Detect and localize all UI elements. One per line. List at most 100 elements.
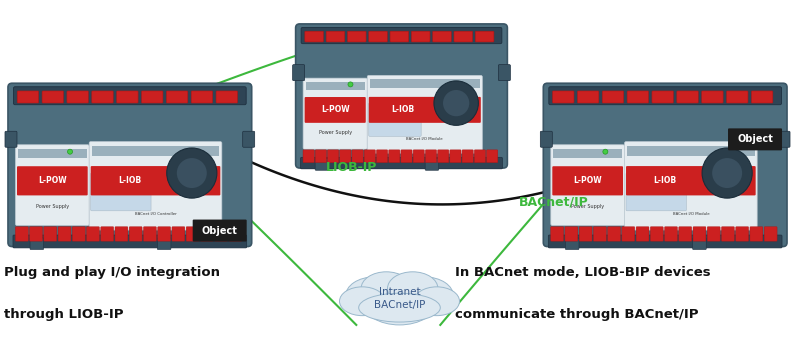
Ellipse shape bbox=[362, 279, 437, 325]
FancyBboxPatch shape bbox=[157, 238, 171, 250]
Circle shape bbox=[603, 149, 608, 154]
FancyBboxPatch shape bbox=[602, 91, 624, 103]
FancyBboxPatch shape bbox=[652, 91, 674, 103]
FancyBboxPatch shape bbox=[625, 142, 757, 230]
FancyBboxPatch shape bbox=[549, 87, 781, 105]
FancyBboxPatch shape bbox=[650, 227, 663, 241]
FancyBboxPatch shape bbox=[13, 235, 247, 248]
FancyBboxPatch shape bbox=[191, 91, 213, 103]
FancyBboxPatch shape bbox=[129, 227, 142, 241]
Text: communicate through BACnet/IP: communicate through BACnet/IP bbox=[455, 307, 699, 321]
FancyBboxPatch shape bbox=[636, 227, 649, 241]
FancyBboxPatch shape bbox=[626, 173, 686, 211]
FancyBboxPatch shape bbox=[551, 145, 625, 225]
FancyBboxPatch shape bbox=[44, 227, 57, 241]
FancyBboxPatch shape bbox=[578, 91, 599, 103]
FancyBboxPatch shape bbox=[594, 227, 606, 241]
Ellipse shape bbox=[345, 277, 403, 315]
FancyBboxPatch shape bbox=[751, 91, 773, 103]
FancyBboxPatch shape bbox=[193, 220, 247, 242]
Text: L-POW: L-POW bbox=[38, 176, 66, 185]
FancyBboxPatch shape bbox=[627, 146, 755, 156]
FancyBboxPatch shape bbox=[5, 131, 17, 147]
FancyBboxPatch shape bbox=[626, 166, 756, 195]
Ellipse shape bbox=[361, 272, 411, 305]
Text: L-POW: L-POW bbox=[574, 176, 602, 185]
Text: Plug and play I/O integration: Plug and play I/O integration bbox=[4, 266, 220, 279]
FancyBboxPatch shape bbox=[326, 31, 345, 42]
FancyBboxPatch shape bbox=[750, 227, 763, 241]
Text: Object: Object bbox=[202, 225, 237, 236]
FancyBboxPatch shape bbox=[316, 150, 327, 163]
FancyBboxPatch shape bbox=[30, 238, 44, 250]
Text: Power Supply: Power Supply bbox=[36, 204, 69, 209]
Circle shape bbox=[712, 158, 742, 188]
FancyBboxPatch shape bbox=[622, 227, 634, 241]
FancyBboxPatch shape bbox=[303, 78, 368, 149]
Circle shape bbox=[177, 158, 207, 188]
FancyBboxPatch shape bbox=[348, 31, 366, 42]
FancyBboxPatch shape bbox=[14, 87, 246, 105]
FancyBboxPatch shape bbox=[721, 227, 734, 241]
FancyBboxPatch shape bbox=[86, 227, 99, 241]
FancyBboxPatch shape bbox=[30, 227, 42, 241]
FancyBboxPatch shape bbox=[728, 128, 782, 150]
FancyBboxPatch shape bbox=[340, 150, 351, 163]
FancyBboxPatch shape bbox=[292, 65, 304, 81]
FancyBboxPatch shape bbox=[370, 79, 480, 88]
FancyBboxPatch shape bbox=[91, 173, 151, 211]
FancyBboxPatch shape bbox=[18, 149, 87, 158]
FancyBboxPatch shape bbox=[487, 150, 498, 163]
FancyBboxPatch shape bbox=[117, 91, 138, 103]
Text: Power Supply: Power Supply bbox=[571, 204, 604, 209]
FancyBboxPatch shape bbox=[565, 227, 578, 241]
FancyBboxPatch shape bbox=[475, 31, 494, 42]
FancyBboxPatch shape bbox=[15, 227, 28, 241]
FancyBboxPatch shape bbox=[157, 227, 170, 241]
FancyBboxPatch shape bbox=[368, 75, 483, 153]
FancyBboxPatch shape bbox=[144, 227, 157, 241]
FancyBboxPatch shape bbox=[172, 227, 185, 241]
Text: L-IOB: L-IOB bbox=[391, 105, 414, 114]
FancyBboxPatch shape bbox=[58, 227, 71, 241]
FancyBboxPatch shape bbox=[554, 149, 622, 158]
FancyBboxPatch shape bbox=[450, 150, 461, 163]
FancyBboxPatch shape bbox=[566, 238, 579, 250]
FancyBboxPatch shape bbox=[390, 31, 409, 42]
FancyBboxPatch shape bbox=[376, 150, 388, 163]
FancyBboxPatch shape bbox=[693, 227, 706, 241]
Text: BACnet I/O Controller: BACnet I/O Controller bbox=[135, 212, 177, 216]
FancyBboxPatch shape bbox=[432, 31, 451, 42]
Ellipse shape bbox=[388, 272, 438, 305]
FancyBboxPatch shape bbox=[186, 227, 199, 241]
Circle shape bbox=[434, 81, 479, 125]
Text: BACnet/IP: BACnet/IP bbox=[519, 196, 589, 209]
Ellipse shape bbox=[359, 293, 440, 322]
FancyBboxPatch shape bbox=[364, 150, 376, 163]
FancyBboxPatch shape bbox=[702, 91, 723, 103]
FancyBboxPatch shape bbox=[543, 83, 787, 246]
FancyBboxPatch shape bbox=[18, 91, 38, 103]
FancyBboxPatch shape bbox=[778, 131, 790, 147]
FancyBboxPatch shape bbox=[166, 91, 188, 103]
Text: through LIOB-IP: through LIOB-IP bbox=[4, 307, 124, 321]
Text: L-IOB: L-IOB bbox=[654, 176, 677, 185]
FancyBboxPatch shape bbox=[764, 227, 777, 241]
FancyBboxPatch shape bbox=[115, 227, 128, 241]
FancyBboxPatch shape bbox=[8, 83, 252, 246]
FancyBboxPatch shape bbox=[229, 227, 242, 241]
Ellipse shape bbox=[414, 287, 459, 315]
FancyBboxPatch shape bbox=[540, 131, 552, 147]
FancyBboxPatch shape bbox=[401, 150, 412, 163]
FancyBboxPatch shape bbox=[89, 142, 222, 230]
FancyBboxPatch shape bbox=[67, 91, 89, 103]
FancyBboxPatch shape bbox=[677, 91, 698, 103]
FancyBboxPatch shape bbox=[425, 159, 439, 170]
Text: Object: Object bbox=[737, 134, 773, 144]
FancyBboxPatch shape bbox=[454, 31, 472, 42]
FancyBboxPatch shape bbox=[679, 227, 692, 241]
FancyBboxPatch shape bbox=[726, 91, 748, 103]
Text: Intranet
BACnet/IP: Intranet BACnet/IP bbox=[374, 287, 425, 311]
Text: In BACnet mode, LIOB-BIP devices: In BACnet mode, LIOB-BIP devices bbox=[455, 266, 711, 279]
FancyBboxPatch shape bbox=[425, 150, 436, 163]
